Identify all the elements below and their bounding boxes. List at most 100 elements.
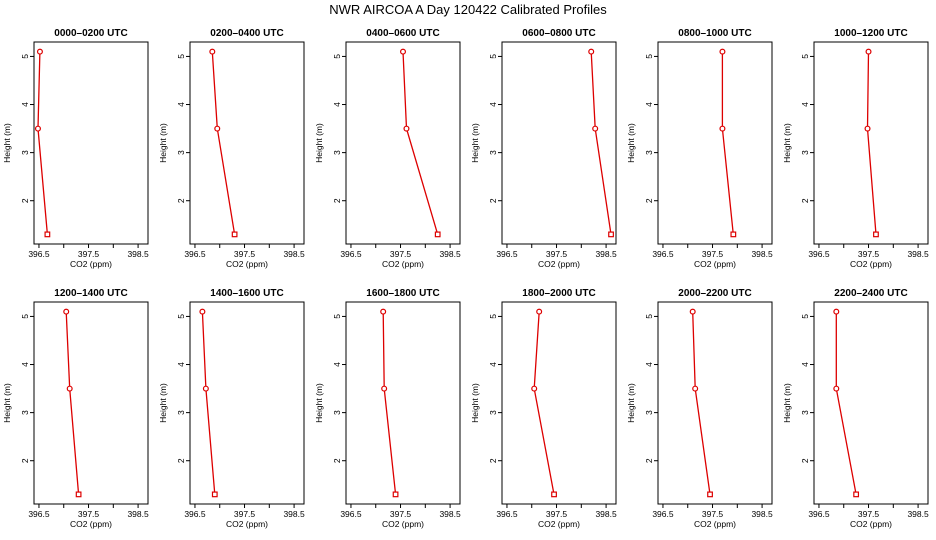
plot-frame (813, 41, 929, 245)
x-tick-label: 398.5 (439, 249, 461, 259)
data-point (403, 125, 410, 132)
y-tick-label: 2 (800, 458, 810, 463)
profile-line (590, 51, 612, 235)
profile-line (211, 51, 236, 235)
panel-title: 0800–1000 UTC (678, 28, 751, 39)
panel: 1000–1200 UTC 396.5 397.5 398.5 2 3 4 5 CO2 (ppm… (782, 28, 929, 269)
x-axis-label: CO2 (ppm) (382, 519, 424, 529)
panel: 0000–0200 UTC 396.5 397.5 398.5 2 3 4 5 CO2 (ppm… (2, 28, 149, 269)
y-tick-label: 4 (176, 102, 186, 107)
y-axis-label: Height (m) (782, 383, 792, 423)
panel-title: 1000–1200 UTC (834, 28, 907, 39)
data-point (214, 125, 221, 132)
data-point (689, 308, 696, 315)
y-tick-label: 4 (800, 102, 810, 107)
x-tick-label: 398.5 (751, 509, 773, 519)
y-axis-label: Height (m) (158, 123, 168, 163)
profile-line (382, 311, 397, 495)
x-tick-label: 397.5 (858, 249, 880, 259)
x-tick-label: 396.5 (496, 509, 518, 519)
y-tick-label: 4 (176, 362, 186, 367)
data-point (34, 125, 41, 132)
data-point (873, 231, 879, 238)
y-tick-label: 2 (176, 458, 186, 463)
data-point (853, 491, 860, 498)
x-tick-label: 398.5 (283, 249, 305, 259)
y-tick-label: 2 (332, 198, 342, 203)
profile-line (201, 311, 216, 495)
data-point (400, 48, 407, 55)
y-tick-label: 2 (176, 198, 186, 203)
x-tick-label: 397.5 (702, 249, 724, 259)
y-tick-label: 5 (332, 54, 342, 59)
x-axis-label: CO2 (ppm) (538, 519, 580, 529)
x-tick-label: 396.5 (652, 249, 674, 259)
data-point (588, 48, 595, 55)
y-tick-label: 3 (176, 150, 186, 155)
x-tick-label: 397.5 (234, 509, 256, 519)
y-tick-label: 3 (332, 410, 342, 415)
x-tick-label: 398.5 (127, 249, 149, 259)
x-tick-label: 398.5 (751, 249, 773, 259)
panel-title: 1200–1400 UTC (54, 288, 127, 299)
x-tick-label: 396.5 (808, 249, 830, 259)
profile-line (721, 51, 734, 235)
panel-title: 1600–1800 UTC (366, 288, 439, 299)
data-point (864, 125, 871, 132)
y-tick-label: 3 (488, 410, 498, 415)
y-tick-label: 5 (800, 314, 810, 319)
x-axis-label: CO2 (ppm) (850, 519, 892, 529)
x-axis-label: CO2 (ppm) (694, 519, 736, 529)
data-point (44, 231, 51, 238)
data-point (36, 48, 43, 55)
data-point (381, 385, 388, 392)
data-point (833, 308, 840, 315)
panel: 1600–1800 UTC 396.5 397.5 398.5 2 3 4 5 CO2 (ppm… (314, 288, 461, 529)
profile-line (65, 311, 80, 495)
y-tick-label: 4 (488, 362, 498, 367)
panel: 0800–1000 UTC 396.5 397.5 398.5 2 3 4 5 CO2 (ppm… (626, 28, 773, 269)
figure-title: NWR AIRCOA A Day 120422 Calibrated Profi… (329, 2, 607, 17)
panel: 1800–2000 UTC 396.5 397.5 398.5 2 3 4 5 CO2 (ppm… (470, 288, 617, 529)
x-tick-label: 396.5 (496, 249, 518, 259)
data-point (392, 491, 399, 498)
profile-line (835, 311, 857, 495)
x-tick-label: 396.5 (652, 509, 674, 519)
data-point (592, 125, 599, 132)
y-tick-label: 5 (332, 314, 342, 319)
plot-frame (33, 41, 149, 245)
y-tick-label: 5 (644, 54, 654, 59)
data-point (75, 491, 82, 498)
profile-line (533, 311, 555, 495)
y-axis-label: Height (m) (2, 383, 12, 423)
y-tick-label: 5 (20, 314, 30, 319)
y-tick-label: 4 (20, 362, 30, 367)
x-tick-label: 398.5 (127, 509, 149, 519)
x-tick-label: 396.5 (184, 249, 206, 259)
panel-title: 0200–0400 UTC (210, 28, 283, 39)
panel-title: 0000–0200 UTC (54, 28, 127, 39)
x-axis-label: CO2 (ppm) (226, 259, 268, 269)
profile-line (866, 51, 877, 235)
x-axis-label: CO2 (ppm) (226, 519, 268, 529)
plot-frame (813, 301, 929, 505)
panel: 0600–0800 UTC 396.5 397.5 398.5 2 3 4 5 CO2 (ppm… (470, 28, 617, 269)
y-tick-label: 5 (488, 314, 498, 319)
data-point (833, 385, 840, 392)
panel-title: 2000–2200 UTC (678, 288, 751, 299)
profile-line (692, 311, 711, 495)
data-point (730, 231, 737, 238)
panel-title: 2200–2400 UTC (834, 288, 907, 299)
data-point (211, 491, 218, 498)
panel-title: 1400–1600 UTC (210, 288, 283, 299)
data-point (536, 308, 543, 315)
data-point (608, 231, 614, 238)
data-point (434, 231, 441, 238)
x-axis-label: CO2 (ppm) (694, 259, 736, 269)
y-axis-label: Height (m) (2, 123, 12, 163)
x-tick-label: 397.5 (78, 509, 100, 519)
y-tick-label: 4 (644, 102, 654, 107)
plot-frame (189, 301, 305, 505)
data-point (63, 308, 70, 315)
